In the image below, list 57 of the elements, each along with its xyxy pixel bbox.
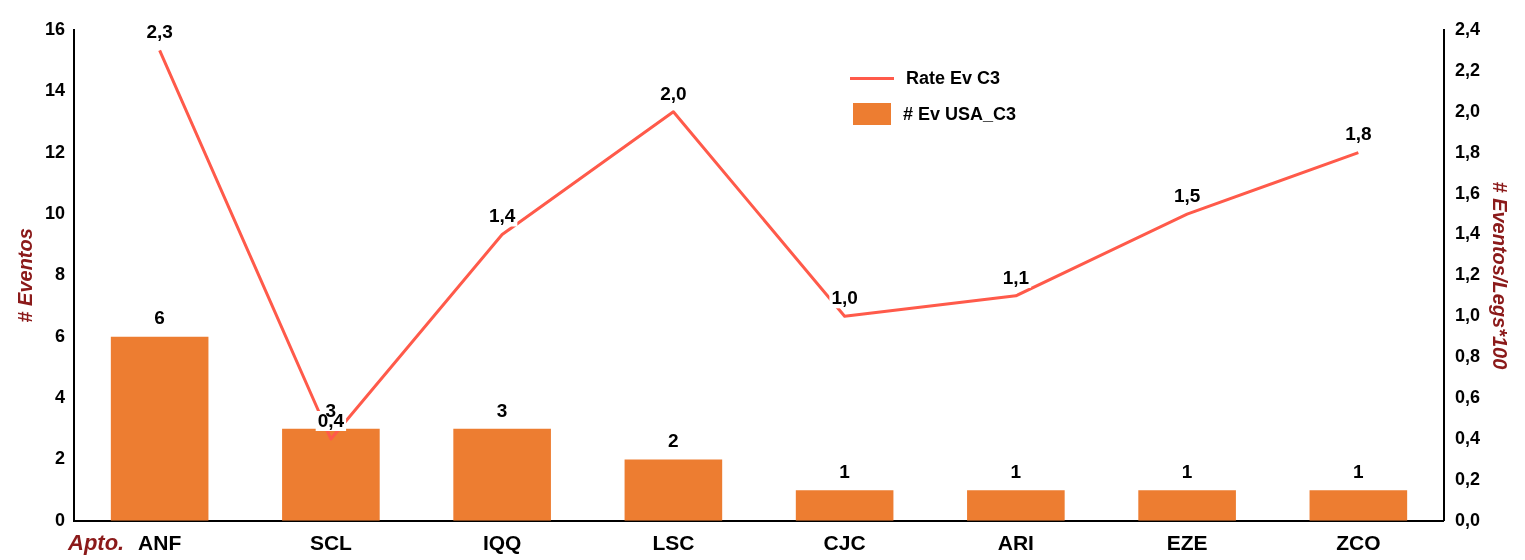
x-tick-label: ANF — [138, 531, 182, 555]
y2-tick-label: 2,4 — [1454, 18, 1481, 39]
y2-tick-label: 2,2 — [1454, 59, 1481, 80]
y-tick-label: 8 — [55, 264, 66, 285]
data-label: 1 — [1181, 460, 1193, 482]
y-tick-label: 12 — [44, 141, 66, 162]
bar — [967, 490, 1065, 521]
y-tick-label: 10 — [44, 203, 66, 224]
legend-label: Rate Ev C3 — [905, 66, 1002, 90]
y-tick-label: 0 — [55, 509, 66, 530]
bar — [1138, 490, 1236, 521]
y2-tick-label: 0,6 — [1454, 387, 1481, 408]
x-tick-label: ARI — [997, 531, 1034, 555]
y2-tick-label: 0,0 — [1454, 509, 1481, 530]
y2-tick-label: 1,0 — [1454, 305, 1481, 326]
y2-tick-label: 0,8 — [1454, 346, 1481, 367]
y-tick-label: 14 — [44, 80, 66, 101]
y2-tick-label: 0,4 — [1454, 427, 1481, 448]
x-tick-label: LSC — [652, 531, 695, 555]
data-label: 1,0 — [831, 287, 858, 309]
data-label: 6 — [154, 307, 165, 329]
data-label: 1,5 — [1173, 184, 1201, 206]
data-label: 1 — [1353, 460, 1365, 482]
x-axis-title: Apto. — [68, 530, 125, 556]
x-tick-label: EZE — [1166, 531, 1208, 555]
y2-tick-label: 1,2 — [1454, 264, 1481, 285]
y2-tick-label: 1,4 — [1454, 223, 1481, 244]
data-label: 1 — [839, 460, 851, 482]
y-tick-label: 16 — [44, 18, 66, 39]
data-label: 3 — [496, 399, 508, 421]
bar — [1309, 490, 1408, 521]
y2-tick-label: 2,0 — [1454, 100, 1481, 121]
x-tick-label: ZCO — [1336, 531, 1381, 555]
bar — [282, 428, 380, 521]
y-tick-label: 2 — [55, 448, 66, 469]
bar — [624, 459, 723, 521]
data-label: 1,8 — [1345, 123, 1372, 145]
bar — [453, 428, 551, 521]
legend-label: # Ev USA_C3 — [902, 102, 1017, 126]
x-tick-label: CJC — [823, 531, 866, 555]
y-tick-label: 6 — [55, 325, 66, 346]
data-label: 1,1 — [1002, 266, 1030, 288]
y2-tick-label: 0,2 — [1454, 468, 1481, 489]
bar — [795, 490, 894, 521]
y-axis-title: # Eventos — [13, 228, 36, 323]
y-tick-label: 4 — [55, 387, 66, 408]
data-label: 1 — [1010, 460, 1022, 482]
data-label: 2,0 — [660, 82, 687, 104]
data-label: 2,3 — [146, 21, 173, 43]
x-tick-label: IQQ — [482, 531, 522, 555]
x-tick-label: SCL — [309, 531, 353, 555]
y2-tick-label: 1,8 — [1454, 141, 1481, 162]
bar — [110, 336, 209, 521]
data-label: 2 — [668, 430, 679, 452]
y2-tick-label: 1,6 — [1454, 182, 1481, 203]
data-label: 1,4 — [488, 205, 516, 227]
y2-axis-title: # Eventos/Legs*100 — [1489, 181, 1512, 370]
